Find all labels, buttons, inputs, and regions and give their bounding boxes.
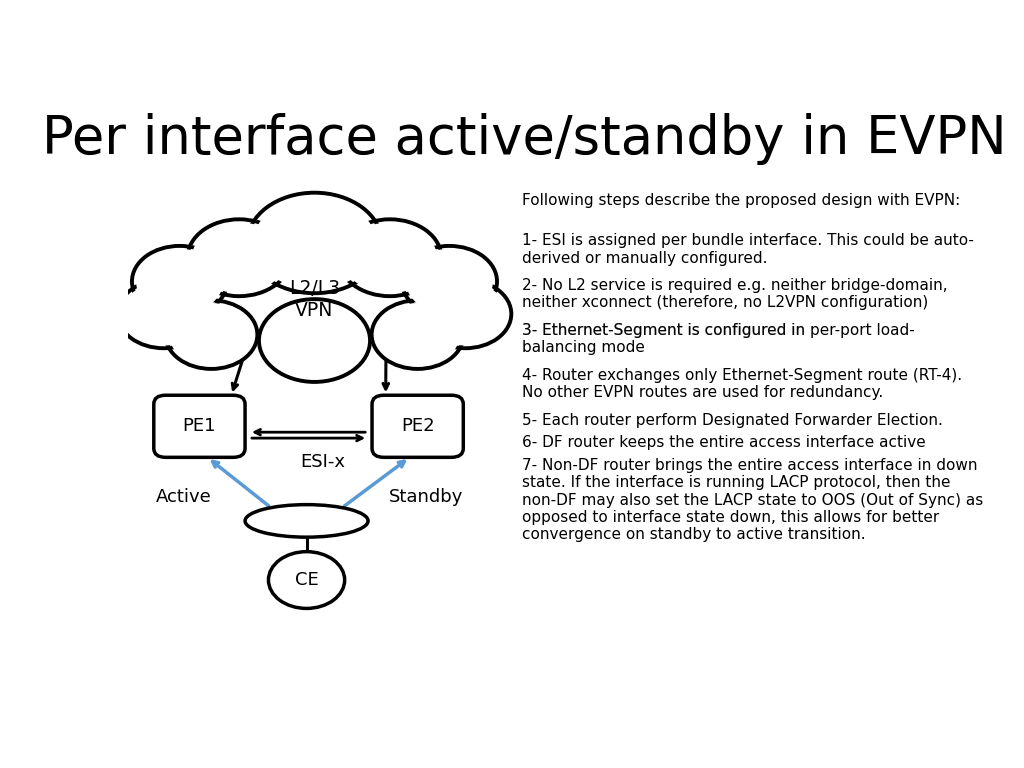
Text: L2/L3
VPN: L2/L3 VPN bbox=[289, 279, 340, 319]
Text: 7- Non-DF router brings the entire access interface in down
state. If the interf: 7- Non-DF router brings the entire acces… bbox=[522, 458, 984, 542]
Circle shape bbox=[419, 280, 511, 348]
Text: 2- No L2 service is required e.g. neither bridge-domain,
neither xconnect (there: 2- No L2 service is required e.g. neithe… bbox=[522, 278, 948, 310]
Circle shape bbox=[193, 223, 286, 293]
Circle shape bbox=[259, 300, 370, 382]
Text: 1- ESI is assigned per bundle interface. This could be auto-
derived or manually: 1- ESI is assigned per bundle interface.… bbox=[522, 233, 974, 266]
Circle shape bbox=[170, 304, 253, 366]
Text: Following steps describe the proposed design with EVPN:: Following steps describe the proposed de… bbox=[522, 193, 961, 207]
Text: ESI-x: ESI-x bbox=[300, 453, 345, 471]
Text: Per interface active/standby in EVPN: Per interface active/standby in EVPN bbox=[42, 113, 1008, 165]
Circle shape bbox=[376, 304, 459, 366]
Text: PE1: PE1 bbox=[182, 417, 216, 435]
FancyBboxPatch shape bbox=[372, 396, 463, 457]
Circle shape bbox=[264, 303, 365, 378]
Text: 6- DF router keeps the entire access interface active: 6- DF router keeps the entire access int… bbox=[522, 435, 926, 450]
Text: Active: Active bbox=[156, 488, 211, 506]
Circle shape bbox=[132, 246, 227, 317]
Text: 5- Each router perform Designated Forwarder Election.: 5- Each router perform Designated Forwar… bbox=[522, 413, 943, 428]
Text: Standby: Standby bbox=[388, 488, 463, 506]
Circle shape bbox=[122, 283, 205, 345]
Circle shape bbox=[372, 300, 464, 369]
Text: 3- Ethernet-Segment is configured in per-port load-
balancing mode: 3- Ethernet-Segment is configured in per… bbox=[522, 323, 915, 356]
Circle shape bbox=[137, 250, 222, 313]
Text: 3- Ethernet-Segment is configured in: 3- Ethernet-Segment is configured in bbox=[522, 323, 810, 338]
Circle shape bbox=[247, 193, 382, 293]
Text: CE: CE bbox=[295, 571, 318, 589]
Circle shape bbox=[401, 246, 497, 317]
Text: 4- Router exchanges only Ethernet-Segment route (RT-4).
No other EVPN routes are: 4- Router exchanges only Ethernet-Segmen… bbox=[522, 368, 963, 400]
Circle shape bbox=[407, 250, 493, 313]
Text: 3- Ethernet-Segment is configured in per-port load-
balancing mode: 3- Ethernet-Segment is configured in per… bbox=[522, 323, 915, 356]
Circle shape bbox=[118, 280, 210, 348]
Circle shape bbox=[268, 551, 345, 608]
Circle shape bbox=[254, 197, 375, 288]
Text: PE2: PE2 bbox=[400, 417, 434, 435]
Circle shape bbox=[338, 220, 441, 296]
FancyBboxPatch shape bbox=[154, 396, 245, 457]
Ellipse shape bbox=[245, 505, 368, 537]
Circle shape bbox=[187, 220, 291, 296]
Circle shape bbox=[343, 223, 436, 293]
Circle shape bbox=[424, 283, 507, 345]
Circle shape bbox=[165, 300, 257, 369]
